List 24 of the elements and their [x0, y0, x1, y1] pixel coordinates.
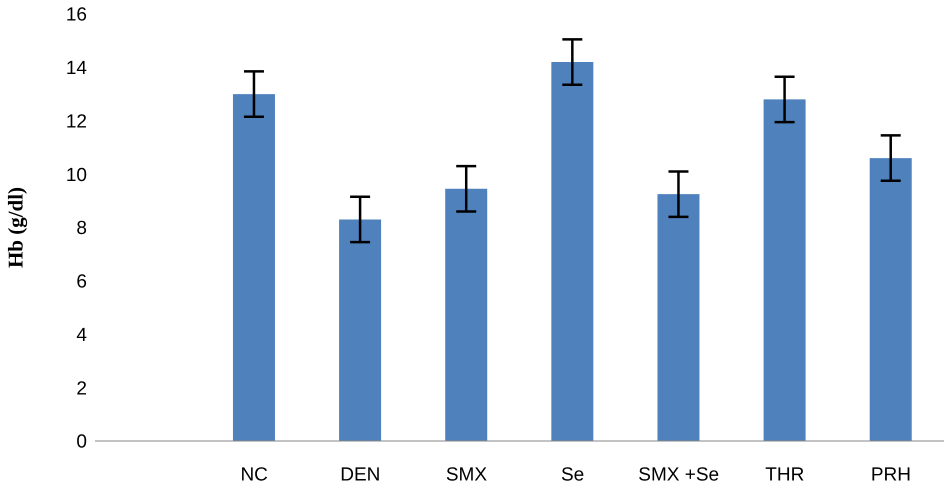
bar — [764, 99, 806, 441]
y-tick-label: 10 — [66, 164, 87, 186]
bar — [339, 219, 382, 441]
x-tick-label: THR — [765, 464, 804, 486]
y-tick-label: 12 — [66, 111, 87, 132]
bar — [870, 158, 912, 441]
bar — [445, 188, 488, 441]
y-axis-title: Hb (g/dl) — [3, 186, 28, 268]
bar — [551, 62, 594, 441]
y-tick-label: 2 — [76, 378, 87, 400]
x-tick-label: Se — [560, 464, 584, 486]
bar — [232, 94, 275, 441]
y-tick-label: 16 — [66, 4, 87, 26]
x-tick-label: SMX +Se — [638, 464, 720, 486]
y-tick-label: 0 — [76, 432, 87, 453]
bar — [657, 194, 700, 441]
y-tick-label: 8 — [76, 218, 87, 240]
y-tick-label: 6 — [76, 272, 87, 293]
x-tick-label: PRH — [870, 464, 911, 486]
y-tick-label: 14 — [66, 58, 88, 80]
y-tick-label: 4 — [76, 324, 88, 346]
x-tick-label: NC — [240, 464, 268, 486]
x-tick-label: DEN — [340, 464, 380, 486]
x-tick-label: SMX — [446, 464, 488, 486]
